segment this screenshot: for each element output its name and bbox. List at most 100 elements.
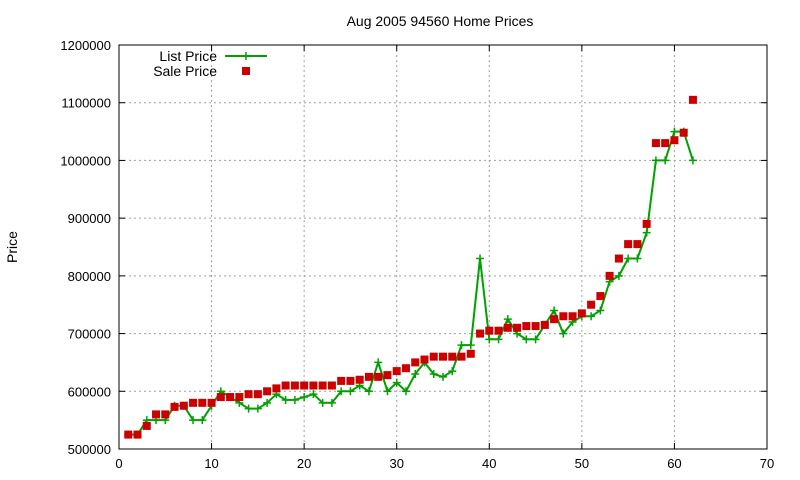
x-tick-label: 60 [667,456,681,471]
sale-price-point [466,349,475,358]
sale-price-point [133,430,142,439]
y-tick-label: 700000 [68,327,111,342]
sale-price-point [170,402,179,411]
sale-price-point [364,372,373,381]
list-price-point [189,416,198,425]
y-tick-label: 1000000 [60,153,111,168]
list-price-point [596,306,605,315]
list-price-point [300,393,309,402]
sale-price-point [494,326,503,335]
sale-price-point [633,240,642,249]
list-price-point [531,335,540,344]
sale-price-point [531,322,540,331]
list-price-point [522,335,531,344]
list-price-point [614,271,623,280]
sale-price-point [216,393,225,402]
sale-price-point [235,393,244,402]
list-price-point [688,156,697,165]
legend-label-list-price: List Price [159,48,217,64]
list-price-point [318,398,327,407]
sale-price-point [290,381,299,390]
sale-price-point [605,271,614,280]
sale-price-point [679,128,688,137]
sale-price-point [540,320,549,329]
y-axis-label: Price [4,231,20,263]
list-price-point [364,387,373,396]
list-price-point [633,254,642,263]
y-tick-label: 600000 [68,384,111,399]
sale-price-point [189,398,198,407]
sale-price-point [568,312,577,321]
x-tick-label: 40 [482,456,496,471]
sale-price-point [355,375,364,384]
sale-price-point [513,323,522,332]
y-tick-label: 800000 [68,269,111,284]
y-tick-label: 500000 [68,442,111,457]
sale-price-point [661,139,670,148]
sale-price-point [161,410,170,419]
x-tick-label: 0 [115,456,122,471]
list-price-point [439,372,447,381]
x-tick-label: 50 [575,456,589,471]
list-price-point [466,341,475,350]
sale-price-point [448,352,457,361]
sale-price-point [207,398,216,407]
list-price-point [411,369,420,378]
list-price-point [290,395,299,404]
list-price-point [327,398,336,407]
sale-price-point [226,393,235,402]
sale-price-point [179,401,188,410]
sale-price-point [476,329,485,338]
list-price-point [281,395,290,404]
sale-price-point [281,381,290,390]
list-price-point [550,306,559,315]
sale-price-point [457,352,466,361]
sale-price-point [587,300,596,309]
list-price-point [651,156,660,165]
y-tick-label: 900000 [68,211,111,226]
list-price-point [401,387,410,396]
list-price-point [494,335,503,344]
list-price-point [346,387,355,396]
sale-price-point [550,315,559,324]
list-price-point [337,387,346,396]
sale-price-point [124,430,133,439]
sale-price-point [503,323,512,332]
sale-price-point [346,376,355,385]
sale-price-point [624,240,633,249]
sale-price-point [272,384,281,393]
plot-frame [118,44,768,450]
list-price-point [642,228,651,237]
list-price-point [244,404,253,413]
list-price-point [485,335,494,344]
y-tick-label: 1100000 [61,96,111,111]
legend-marker-list-price [242,52,250,60]
list-price-point [457,341,466,350]
list-price-point [587,312,596,321]
list-price-point [670,127,679,136]
list-price-point [253,404,262,413]
series-line-list-price [128,130,694,436]
sale-price-point [253,390,262,399]
legend: List Price Sale Price [153,48,267,79]
sale-price-point [142,421,151,430]
sale-price-point [651,139,660,148]
list-price-point [624,254,633,263]
sale-price-point [614,254,623,263]
sale-price-point [485,326,494,335]
sale-price-point [420,355,429,364]
sale-price-point [337,376,346,385]
list-price-point [429,369,438,378]
sale-price-point [439,352,447,361]
sale-price-point [429,352,438,361]
sale-price-point [392,367,401,376]
sale-price-point [670,136,679,145]
sale-price-point [642,219,651,228]
sale-price-point [374,372,383,381]
sale-price-point [152,410,161,419]
axis-ticks: 0 10 20 30 40 50 60 70 500000 600000 700000 800000 9… [60,38,774,471]
sale-price-point [577,309,586,318]
sale-price-point [401,364,410,373]
list-price-point [448,367,457,376]
